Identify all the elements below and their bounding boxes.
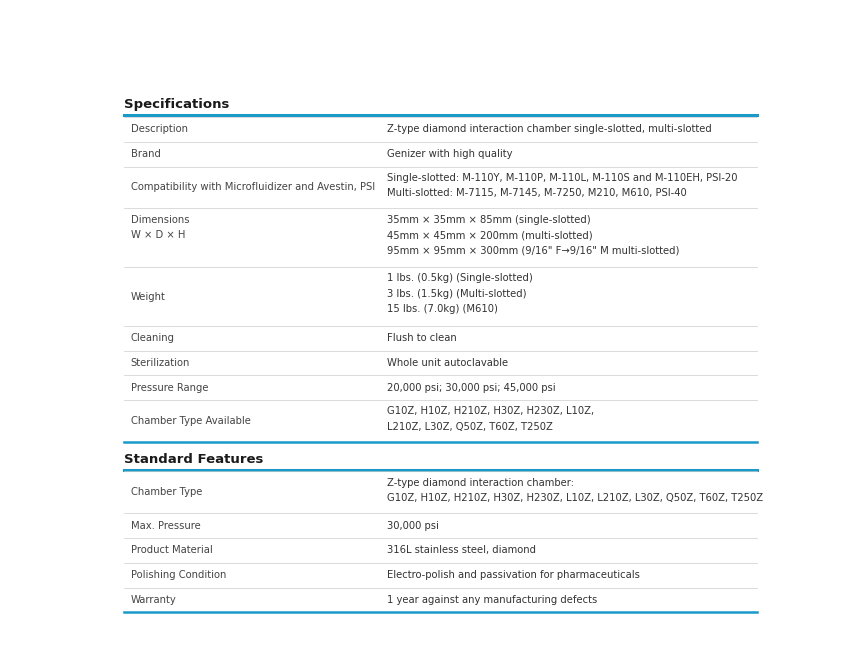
Text: Weight: Weight bbox=[131, 291, 166, 302]
Text: Chamber Type: Chamber Type bbox=[131, 487, 202, 497]
Text: Max. Pressure: Max. Pressure bbox=[131, 521, 200, 531]
Text: Sterilization: Sterilization bbox=[131, 358, 190, 368]
Text: W × D × H: W × D × H bbox=[131, 230, 185, 240]
Text: Polishing Condition: Polishing Condition bbox=[131, 570, 226, 580]
Text: Warranty: Warranty bbox=[131, 595, 176, 605]
Text: Brand: Brand bbox=[131, 149, 161, 159]
Text: 1 year against any manufacturing defects: 1 year against any manufacturing defects bbox=[387, 595, 598, 605]
Text: Whole unit autoclavable: Whole unit autoclavable bbox=[387, 358, 508, 368]
Text: Dimensions: Dimensions bbox=[131, 214, 189, 224]
Text: Flush to clean: Flush to clean bbox=[387, 334, 458, 343]
Text: 1 lbs. (0.5kg) (Single-slotted): 1 lbs. (0.5kg) (Single-slotted) bbox=[387, 273, 533, 283]
Text: Multi-slotted: M-7115, M-7145, M-7250, M210, M610, PSI-40: Multi-slotted: M-7115, M-7145, M-7250, M… bbox=[387, 188, 687, 198]
Text: G10Z, H10Z, H210Z, H30Z, H230Z, L10Z,: G10Z, H10Z, H210Z, H30Z, H230Z, L10Z, bbox=[387, 407, 594, 417]
Text: Single-slotted: M-110Y, M-110P, M-110L, M-110S and M-110EH, PSI-20: Single-slotted: M-110Y, M-110P, M-110L, … bbox=[387, 173, 738, 183]
Text: Z-type diamond interaction chamber:: Z-type diamond interaction chamber: bbox=[387, 478, 574, 488]
Text: 20,000 psi; 30,000 psi; 45,000 psi: 20,000 psi; 30,000 psi; 45,000 psi bbox=[387, 383, 556, 393]
Text: Z-type diamond interaction chamber single-slotted, multi-slotted: Z-type diamond interaction chamber singl… bbox=[387, 125, 712, 135]
Text: Cleaning: Cleaning bbox=[131, 334, 175, 343]
Text: Genizer with high quality: Genizer with high quality bbox=[387, 149, 513, 159]
Text: 3 lbs. (1.5kg) (Multi-slotted): 3 lbs. (1.5kg) (Multi-slotted) bbox=[387, 289, 527, 299]
Text: Standard Features: Standard Features bbox=[124, 454, 263, 466]
Text: 45mm × 45mm × 200mm (multi-slotted): 45mm × 45mm × 200mm (multi-slotted) bbox=[387, 230, 593, 240]
Text: 15 lbs. (7.0kg) (M610): 15 lbs. (7.0kg) (M610) bbox=[387, 304, 498, 314]
Text: Product Material: Product Material bbox=[131, 545, 212, 555]
Text: G10Z, H10Z, H210Z, H30Z, H230Z, L10Z, L210Z, L30Z, Q50Z, T60Z, T250Z: G10Z, H10Z, H210Z, H30Z, H230Z, L10Z, L2… bbox=[387, 493, 764, 503]
Text: Electro-polish and passivation for pharmaceuticals: Electro-polish and passivation for pharm… bbox=[387, 570, 641, 580]
Text: 316L stainless steel, diamond: 316L stainless steel, diamond bbox=[387, 545, 537, 555]
Text: Description: Description bbox=[131, 125, 187, 135]
Text: L210Z, L30Z, Q50Z, T60Z, T250Z: L210Z, L30Z, Q50Z, T60Z, T250Z bbox=[387, 422, 553, 432]
Text: 30,000 psi: 30,000 psi bbox=[387, 521, 439, 531]
Text: Compatibility with Microfluidizer and Avestin, PSI: Compatibility with Microfluidizer and Av… bbox=[131, 182, 375, 192]
Text: 95mm × 95mm × 300mm (9/16" F→9/16" M multi-slotted): 95mm × 95mm × 300mm (9/16" F→9/16" M mul… bbox=[387, 245, 679, 255]
Text: 35mm × 35mm × 85mm (single-slotted): 35mm × 35mm × 85mm (single-slotted) bbox=[387, 214, 591, 224]
Text: Pressure Range: Pressure Range bbox=[131, 383, 208, 393]
Text: Chamber Type Available: Chamber Type Available bbox=[131, 416, 251, 426]
Text: Specifications: Specifications bbox=[124, 98, 230, 111]
